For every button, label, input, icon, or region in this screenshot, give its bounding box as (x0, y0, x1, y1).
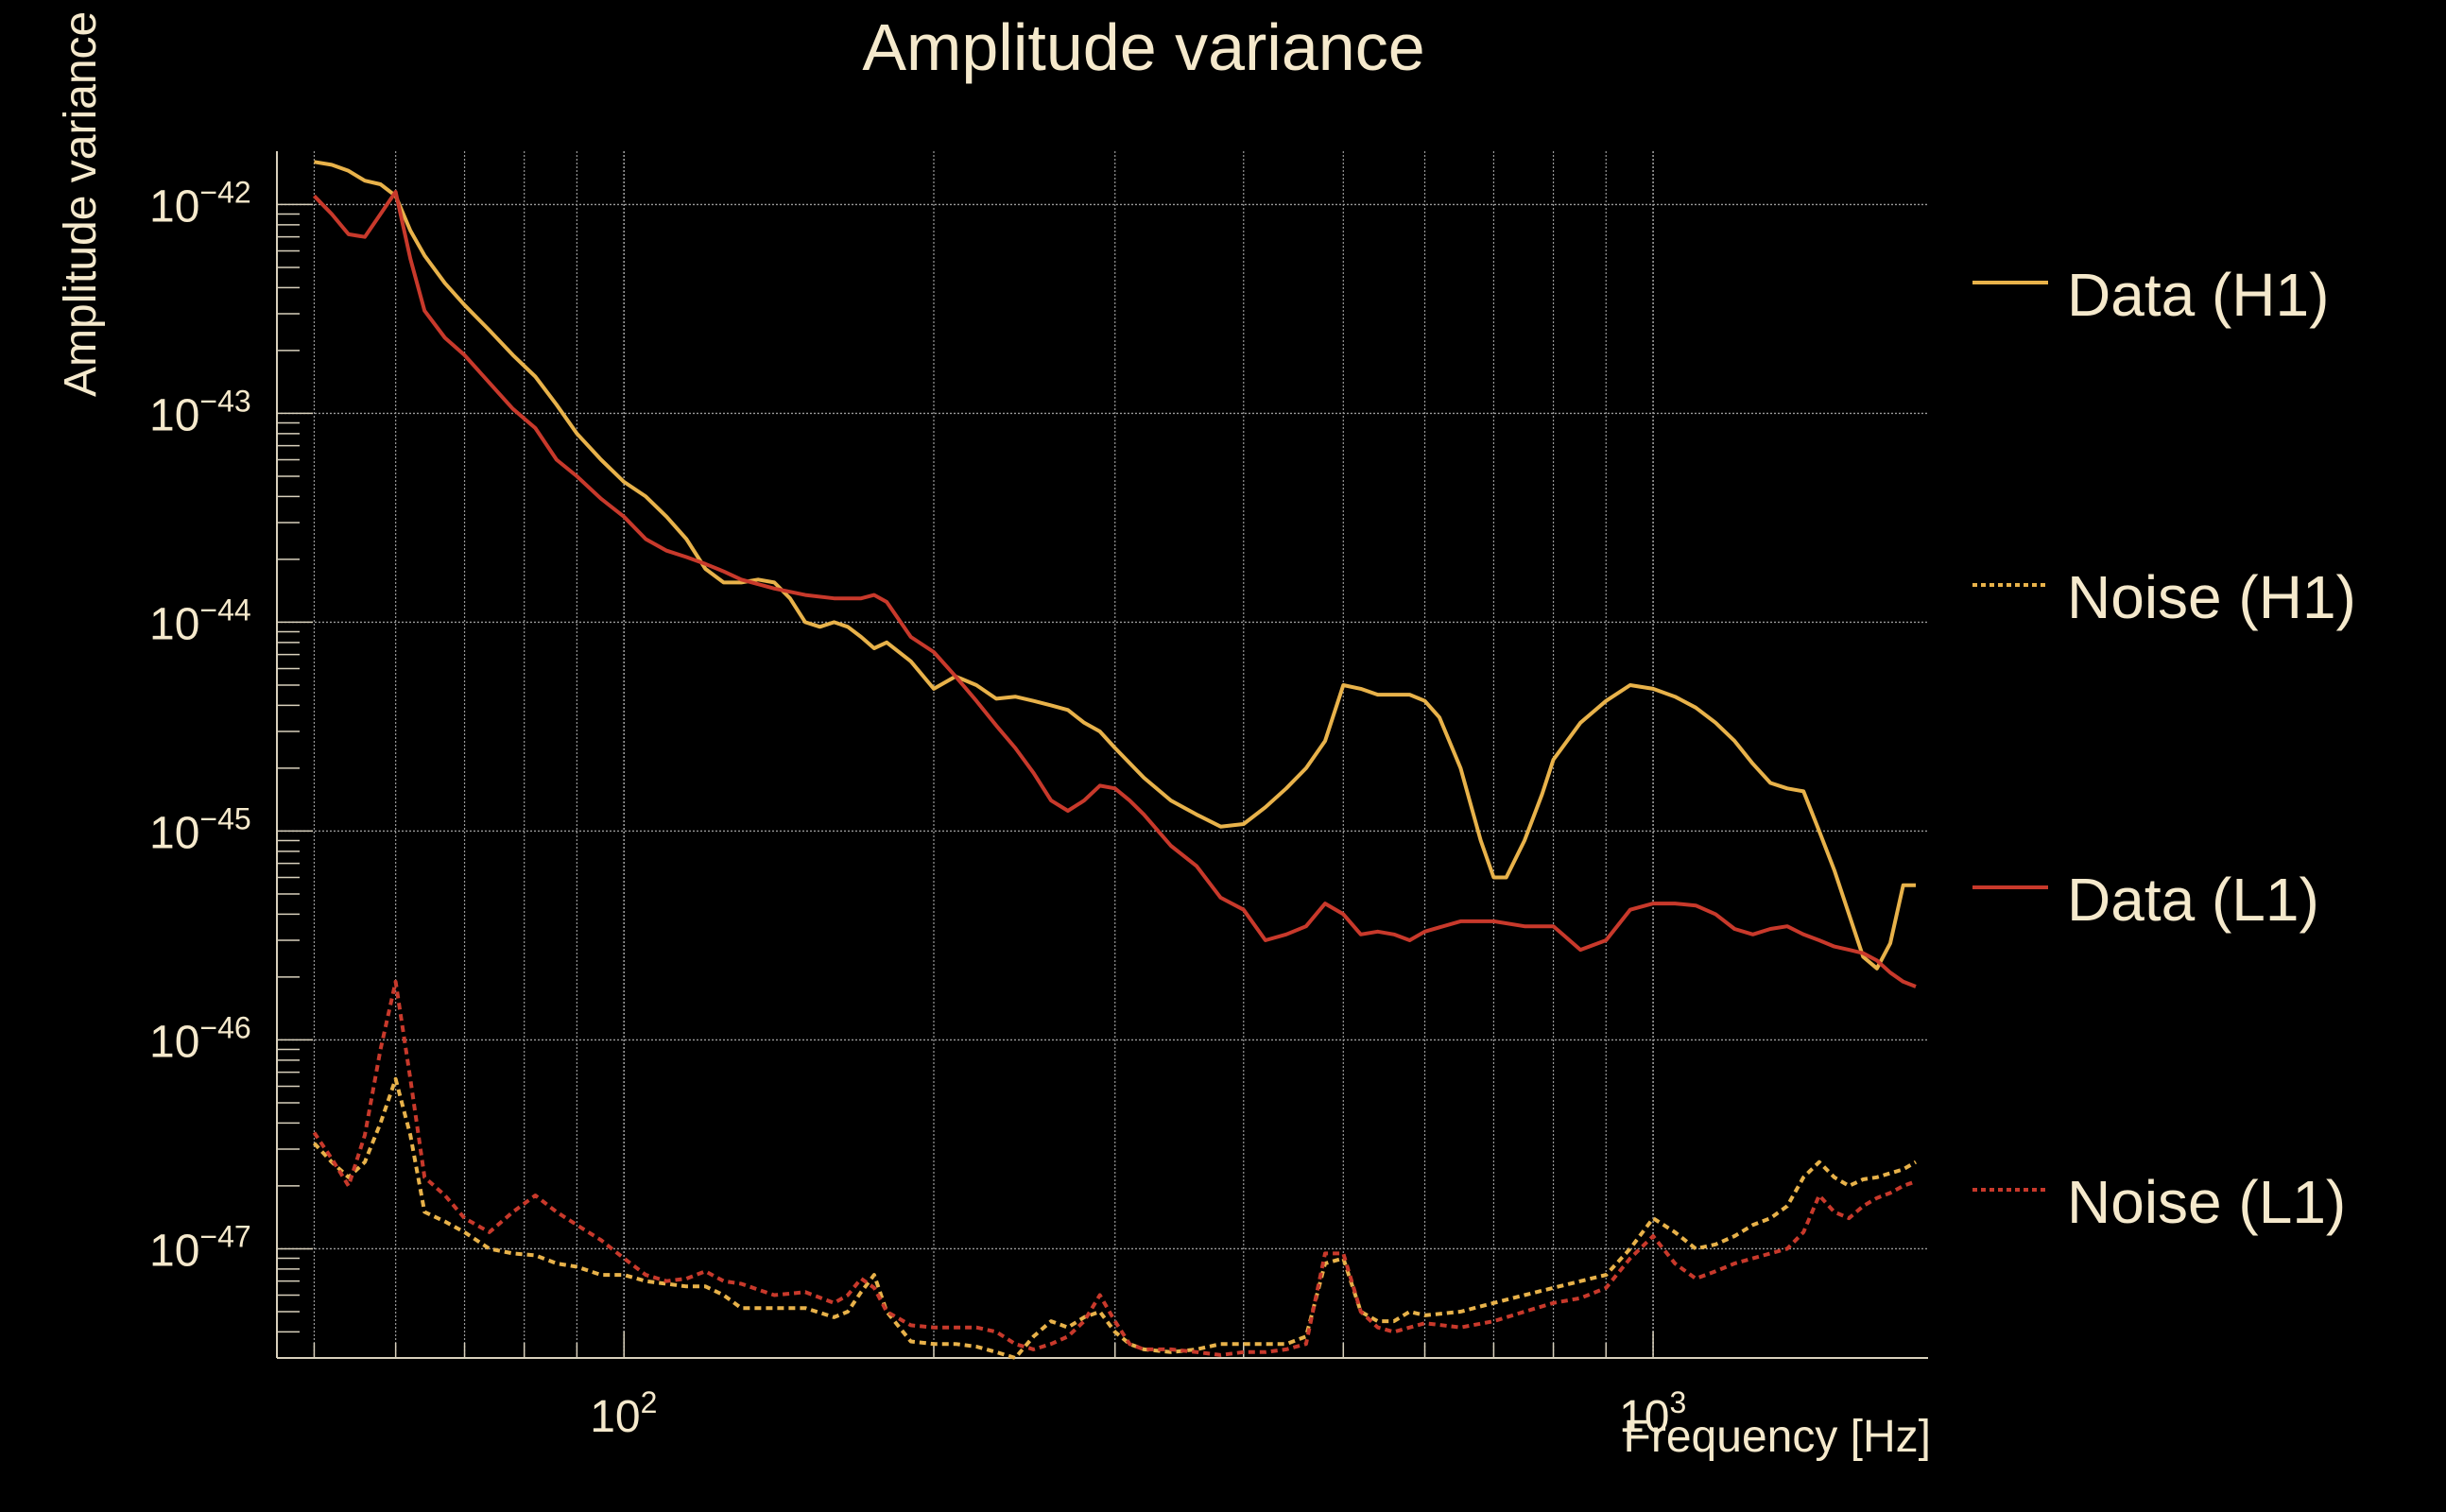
y-tick-label: 10−45 (149, 801, 251, 858)
chart-title: Amplitude variance (862, 10, 1425, 84)
y-tick-exponent: −45 (199, 801, 250, 835)
legend-label: Noise (H1) (2067, 563, 2356, 631)
series-line-2 (312, 190, 1917, 988)
y-tick-exponent: −42 (199, 175, 250, 209)
legend-label: Noise (L1) (2067, 1168, 2347, 1236)
series-line-1 (312, 1076, 1918, 1360)
legend-label: Data (H1) (2067, 261, 2330, 329)
y-tick-exponent: −43 (199, 384, 250, 418)
y-tick-label: 10−42 (149, 175, 251, 232)
y-tick-exponent: −46 (199, 1010, 250, 1044)
y-tick-exponent: −47 (199, 1219, 250, 1253)
x-axis-label: Frequency [Hz] (1623, 1412, 1931, 1462)
legend-label: Data (L1) (2067, 866, 2319, 934)
y-tick-label: 10−43 (149, 384, 251, 440)
legend-item-data-l1: Data (L1) (1971, 865, 2405, 940)
legend-item-noise-l1: Noise (L1) (1971, 1167, 2405, 1243)
legend-item-data-h1: Data (H1) (1971, 260, 2405, 335)
x-tick-exponent: 3 (1669, 1385, 1686, 1419)
y-tick-label: 10−46 (149, 1010, 251, 1067)
x-tick-label: 102 (590, 1385, 657, 1442)
y-tick-label: 10−47 (149, 1219, 251, 1276)
y-tick-exponent: −44 (199, 593, 250, 627)
series-lines (312, 160, 1918, 1360)
legend-item-noise-h1: Noise (H1) (1971, 562, 2405, 638)
x-tick-exponent: 2 (641, 1385, 658, 1419)
x-tick-label: 103 (1619, 1385, 1686, 1442)
grid-lines (277, 151, 1928, 1358)
series-line-0 (314, 160, 1916, 971)
y-tick-label: 10−44 (149, 593, 251, 649)
